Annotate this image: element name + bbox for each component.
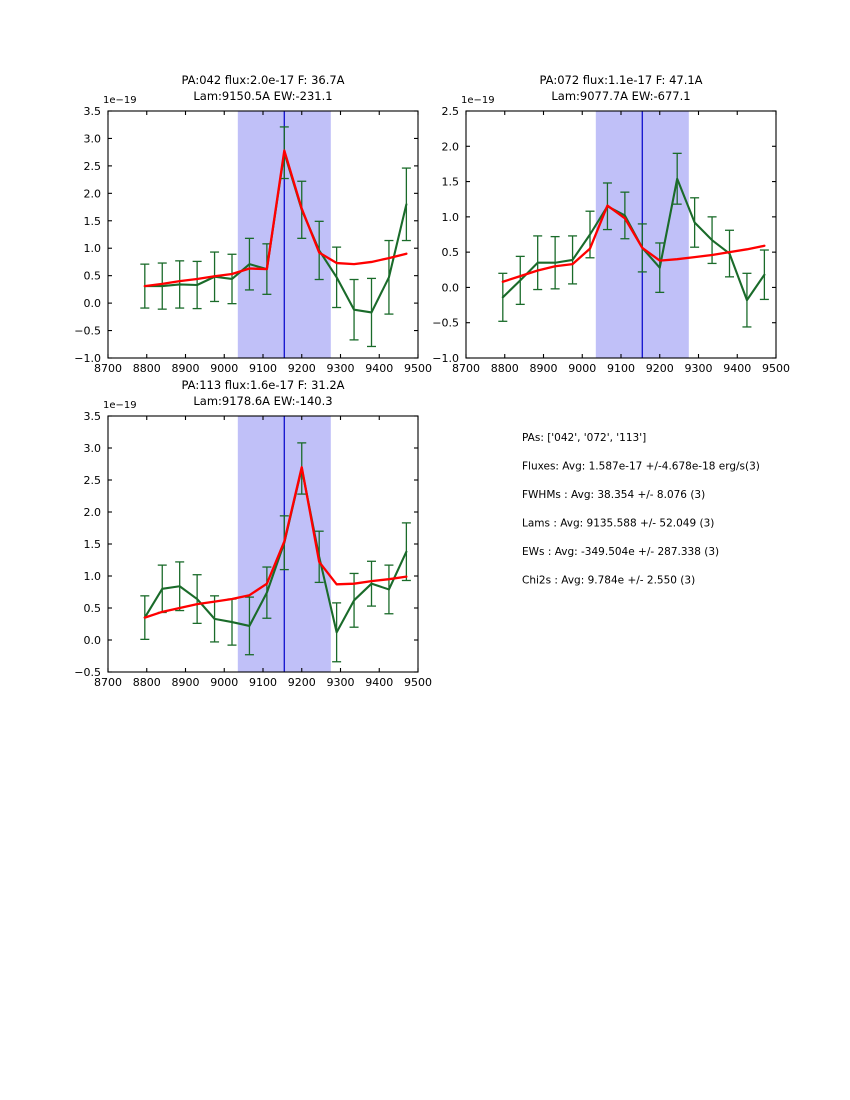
y-tick-label: 0.5 <box>84 270 102 283</box>
panel-title-line-1: PA:072 flux:1.1e-17 F: 47.1A <box>539 73 702 87</box>
x-tick-label: 9200 <box>646 362 674 375</box>
x-tick-label: 8900 <box>172 362 200 375</box>
plot-panel-pa-113: 8700 8800 8900 9000 9100 9200 9300 9400 9500 −0.5… <box>74 378 432 689</box>
axis-ticks <box>107 415 419 673</box>
y-tick-label: 1.0 <box>84 242 102 255</box>
x-tick-label: 9000 <box>210 362 238 375</box>
plot-panel-pa-072: 8700 8800 8900 9000 9100 9200 9300 9400 9500 −1.0… <box>432 73 790 375</box>
x-tick-label: 9100 <box>249 362 277 375</box>
x-tick-label: 9000 <box>210 676 238 689</box>
x-tick-label: 9300 <box>327 362 355 375</box>
y-tick-label: 2.5 <box>442 105 460 118</box>
x-tick-label: 8700 <box>94 362 122 375</box>
y-tick-label: 3.5 <box>84 105 102 118</box>
y-axis-offset-label: 1e−19 <box>103 400 137 411</box>
y-tick-label: −0.5 <box>74 666 101 679</box>
x-tick-label: 8800 <box>133 362 161 375</box>
panel-title-line-2: Lam:9077.7A EW:-677.1 <box>551 89 690 103</box>
summary-stat-line: FWHMs : Avg: 38.354 +/- 8.076 (3) <box>522 489 705 501</box>
panel-title-line-2: Lam:9150.5A EW:-231.1 <box>193 89 332 103</box>
x-tick-label: 9000 <box>568 362 596 375</box>
y-axis-offset-label: 1e−19 <box>461 95 495 106</box>
summary-stat-line: Fluxes: Avg: 1.587e-17 +/-4.678e-18 erg/… <box>522 461 760 473</box>
panel-title-line-2: Lam:9178.6A EW:-140.3 <box>193 394 332 408</box>
axis-ticks <box>107 110 419 359</box>
y-tick-label: −1.0 <box>432 352 459 365</box>
x-tick-label: 8800 <box>133 676 161 689</box>
y-tick-label: 0.0 <box>442 281 460 294</box>
summary-stat-line: Chi2s : Avg: 9.784e +/- 2.550 (3) <box>522 575 695 587</box>
y-tick-label: 3.5 <box>84 410 102 423</box>
x-tick-label: 9300 <box>327 676 355 689</box>
x-tick-label: 9500 <box>762 362 790 375</box>
y-tick-label: −0.5 <box>74 325 101 338</box>
model-fit-line <box>143 149 408 288</box>
x-tick-label: 9500 <box>404 362 432 375</box>
panel-title-line-1: PA:113 flux:1.6e-17 F: 31.2A <box>181 378 344 392</box>
y-tick-label: 3.0 <box>84 132 102 145</box>
y-tick-label: 2.0 <box>84 506 102 519</box>
x-tick-label: 9300 <box>685 362 713 375</box>
y-tick-label: 1.0 <box>442 211 460 224</box>
x-tick-label: 8700 <box>94 676 122 689</box>
x-tick-label: 9400 <box>723 362 751 375</box>
y-tick-label: 1.5 <box>84 538 102 551</box>
y-tick-label: 2.5 <box>84 474 102 487</box>
x-tick-label: 9400 <box>365 362 393 375</box>
plot-panel-pa-042: 8700 8800 8900 9000 9100 9200 9300 9400 9500 −1.0… <box>74 73 432 375</box>
x-tick-label: 8700 <box>452 362 480 375</box>
summary-stat-line: EWs : Avg: -349.504e +/- 287.338 (3) <box>522 546 719 558</box>
y-tick-label: −1.0 <box>74 352 101 365</box>
y-tick-label: 3.0 <box>84 442 102 455</box>
y-tick-label: 2.5 <box>84 160 102 173</box>
y-tick-label: 1.0 <box>84 570 102 583</box>
x-tick-label: 8900 <box>172 676 200 689</box>
summary-stat-line: PAs: ['042', '072', '113'] <box>522 432 646 444</box>
y-tick-label: 0.0 <box>84 297 102 310</box>
y-tick-label: 1.5 <box>442 176 460 189</box>
model-fit-line <box>143 466 408 619</box>
x-tick-label: 9500 <box>404 676 432 689</box>
x-tick-label: 9200 <box>288 676 316 689</box>
y-tick-label: 0.5 <box>442 246 460 259</box>
x-tick-label: 9200 <box>288 362 316 375</box>
observed-spectrum-line <box>143 467 408 634</box>
y-tick-label: 0.0 <box>84 634 102 647</box>
y-tick-label: −0.5 <box>432 317 459 330</box>
model-fit-line <box>501 204 766 283</box>
x-tick-label: 9100 <box>607 362 635 375</box>
y-tick-label: 1.5 <box>84 215 102 228</box>
x-tick-label: 8800 <box>491 362 519 375</box>
x-tick-label: 8900 <box>530 362 558 375</box>
y-tick-label: 2.0 <box>442 140 460 153</box>
x-tick-label: 9100 <box>249 676 277 689</box>
y-tick-label: 2.0 <box>84 187 102 200</box>
summary-stat-line: Lams : Avg: 9135.588 +/- 52.049 (3) <box>522 518 714 530</box>
axis-ticks <box>465 110 777 359</box>
x-tick-label: 9400 <box>365 676 393 689</box>
y-axis-offset-label: 1e−19 <box>103 95 137 106</box>
y-tick-label: 0.5 <box>84 602 102 615</box>
summary-statistics-block: PAs: ['042', '072', '113'] Fluxes: Avg: 1… <box>522 432 760 587</box>
panel-title-line-1: PA:042 flux:2.0e-17 F: 36.7A <box>181 73 344 87</box>
